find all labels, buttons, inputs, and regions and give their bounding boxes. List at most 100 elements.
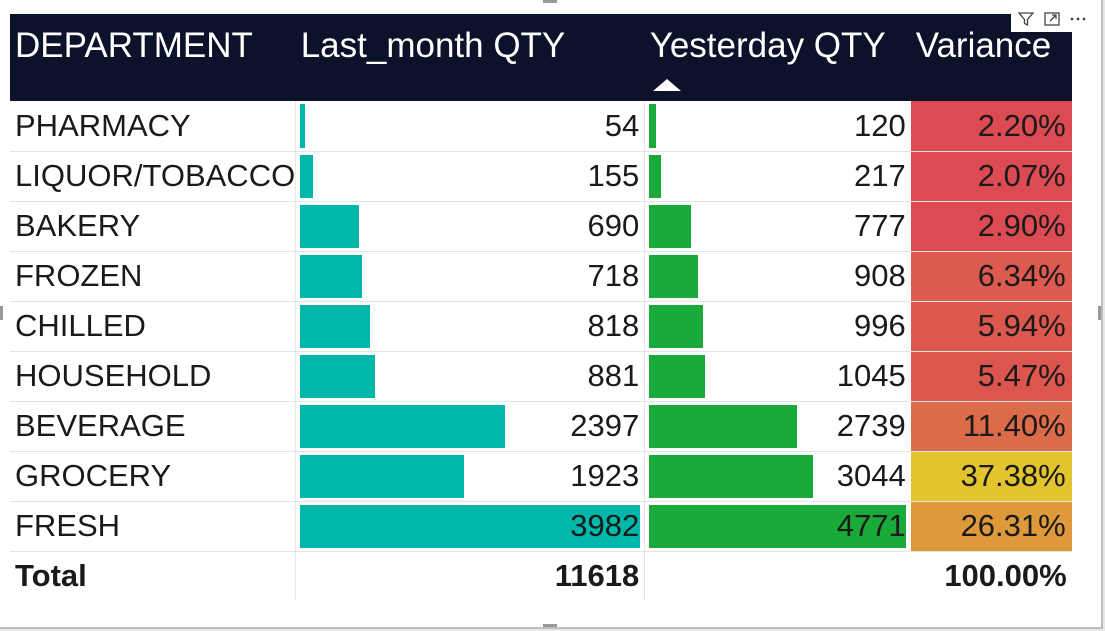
table-row[interactable]: BAKERY 690 777 2.90% <box>10 201 1072 252</box>
variance-cell: 5.47% <box>910 351 1072 402</box>
last-month-value: 718 <box>587 258 640 293</box>
last-month-cell: 54 <box>295 101 645 152</box>
last-month-bar <box>300 354 376 398</box>
department-cell: BAKERY <box>10 201 296 252</box>
yesterday-bar <box>649 404 797 448</box>
yesterday-value: 4771 <box>836 508 906 543</box>
yesterday-cell: 3044 <box>644 451 911 502</box>
header-row: DEPARTMENT Last_month QTY Yesterday QTY … <box>10 14 1072 101</box>
last-month-bar <box>300 254 362 298</box>
table-row[interactable]: FROZEN 718 908 6.34% <box>10 251 1072 302</box>
filter-icon[interactable] <box>1015 8 1037 30</box>
total-last-month: 11618 <box>295 550 645 601</box>
yesterday-value: 217 <box>853 158 906 193</box>
last-month-cell: 2397 <box>295 401 645 452</box>
yesterday-bar <box>649 454 814 498</box>
column-header-last-month[interactable]: Last_month QTY <box>300 26 566 65</box>
column-header-yesterday-label: Yesterday QTY <box>649 26 886 65</box>
last-month-bar <box>300 404 505 448</box>
last-month-cell: 881 <box>295 351 645 402</box>
variance-cell: 37.38% <box>910 451 1072 502</box>
more-options-icon[interactable] <box>1067 8 1089 30</box>
total-variance: 100.00% <box>910 550 1072 601</box>
yesterday-cell: 1045 <box>644 351 911 402</box>
yesterday-bar <box>649 104 656 148</box>
variance-cell: 6.34% <box>910 251 1072 302</box>
department-cell: HOUSEHOLD <box>10 351 296 402</box>
last-month-value: 155 <box>587 158 640 193</box>
column-header-yesterday[interactable]: Yesterday QTY <box>645 14 911 101</box>
variance-cell: 11.40% <box>910 401 1072 452</box>
table-row[interactable]: PHARMACY 54 120 2.20% <box>10 101 1072 152</box>
resize-handle-bottom[interactable] <box>543 624 557 627</box>
resize-handle-top[interactable] <box>543 0 557 3</box>
last-month-cell: 3982 <box>295 501 645 552</box>
last-month-value: 881 <box>587 358 640 393</box>
yesterday-value: 120 <box>853 107 906 143</box>
last-month-cell: 818 <box>295 301 645 352</box>
last-month-bar <box>300 204 360 248</box>
table-row[interactable]: LIQUOR/TOBACCO 155 217 2.07% <box>10 151 1072 202</box>
last-month-value: 54 <box>604 107 640 143</box>
table-row[interactable]: GROCERY 1923 3044 37.38% <box>10 451 1072 502</box>
yesterday-bar <box>649 154 661 198</box>
yesterday-cell: 120 <box>644 101 911 152</box>
yesterday-value: 777 <box>853 208 906 243</box>
sort-ascending-icon <box>652 79 681 91</box>
last-month-bar <box>300 304 371 348</box>
yesterday-cell: 217 <box>644 151 911 202</box>
yesterday-value: 3044 <box>836 458 906 493</box>
table-row[interactable]: HOUSEHOLD 881 1045 5.47% <box>10 351 1072 402</box>
department-cell: CHILLED <box>10 301 296 352</box>
last-month-cell: 718 <box>295 251 645 302</box>
department-cell: PHARMACY <box>10 101 296 152</box>
yesterday-bar <box>649 204 692 248</box>
table-row[interactable]: CHILLED 818 996 5.94% <box>10 301 1072 352</box>
yesterday-cell: 908 <box>644 251 911 302</box>
department-cell: FRESH <box>10 501 296 552</box>
variance-cell: 2.20% <box>910 101 1072 152</box>
column-header-department[interactable]: DEPARTMENT <box>15 26 253 65</box>
last-month-value: 690 <box>587 208 640 243</box>
variance-cell: 5.94% <box>910 301 1072 352</box>
last-month-value: 3982 <box>570 508 640 543</box>
last-month-cell: 155 <box>295 151 645 202</box>
yesterday-cell: 2739 <box>644 401 911 452</box>
yesterday-cell: 777 <box>644 201 911 252</box>
variance-cell: 2.07% <box>910 151 1072 202</box>
total-row: Total 11618 100.00% <box>10 550 1072 601</box>
last-month-cell: 690 <box>295 201 645 252</box>
department-cell: GROCERY <box>10 451 296 502</box>
yesterday-cell: 4771 <box>644 501 911 552</box>
department-cell: FROZEN <box>10 251 296 302</box>
last-month-bar <box>300 454 465 498</box>
variance-cell: 2.90% <box>910 201 1072 252</box>
yesterday-bar <box>649 354 706 398</box>
column-header-variance[interactable]: Variance <box>915 26 1052 65</box>
last-month-bar <box>300 154 314 198</box>
yesterday-bar <box>649 504 907 548</box>
yesterday-bar <box>649 304 703 348</box>
last-month-bar <box>300 104 305 148</box>
yesterday-value: 1045 <box>836 358 906 393</box>
focus-mode-icon[interactable] <box>1041 8 1063 30</box>
yesterday-value: 996 <box>853 308 906 343</box>
visual-header-toolbar <box>1011 6 1093 32</box>
resize-handle-left[interactable] <box>0 306 3 320</box>
department-quantity-table: DEPARTMENT Last_month QTY Yesterday QTY … <box>10 14 1072 601</box>
last-month-cell: 1923 <box>295 451 645 502</box>
last-month-bar <box>300 504 641 548</box>
total-yesterday <box>644 550 911 601</box>
table-row[interactable]: BEVERAGE 2397 2739 11.40% <box>10 401 1072 452</box>
variance-cell: 26.31% <box>910 501 1072 552</box>
table-row[interactable]: FRESH 3982 4771 26.31% <box>10 501 1072 552</box>
last-month-value: 2397 <box>570 408 640 443</box>
yesterday-value: 2739 <box>836 408 906 443</box>
yesterday-value: 908 <box>853 258 906 293</box>
resize-handle-right[interactable] <box>1098 306 1101 320</box>
department-cell: BEVERAGE <box>10 401 296 452</box>
last-month-value: 818 <box>587 308 640 343</box>
department-cell: LIQUOR/TOBACCO <box>10 151 296 202</box>
yesterday-cell: 996 <box>644 301 911 352</box>
